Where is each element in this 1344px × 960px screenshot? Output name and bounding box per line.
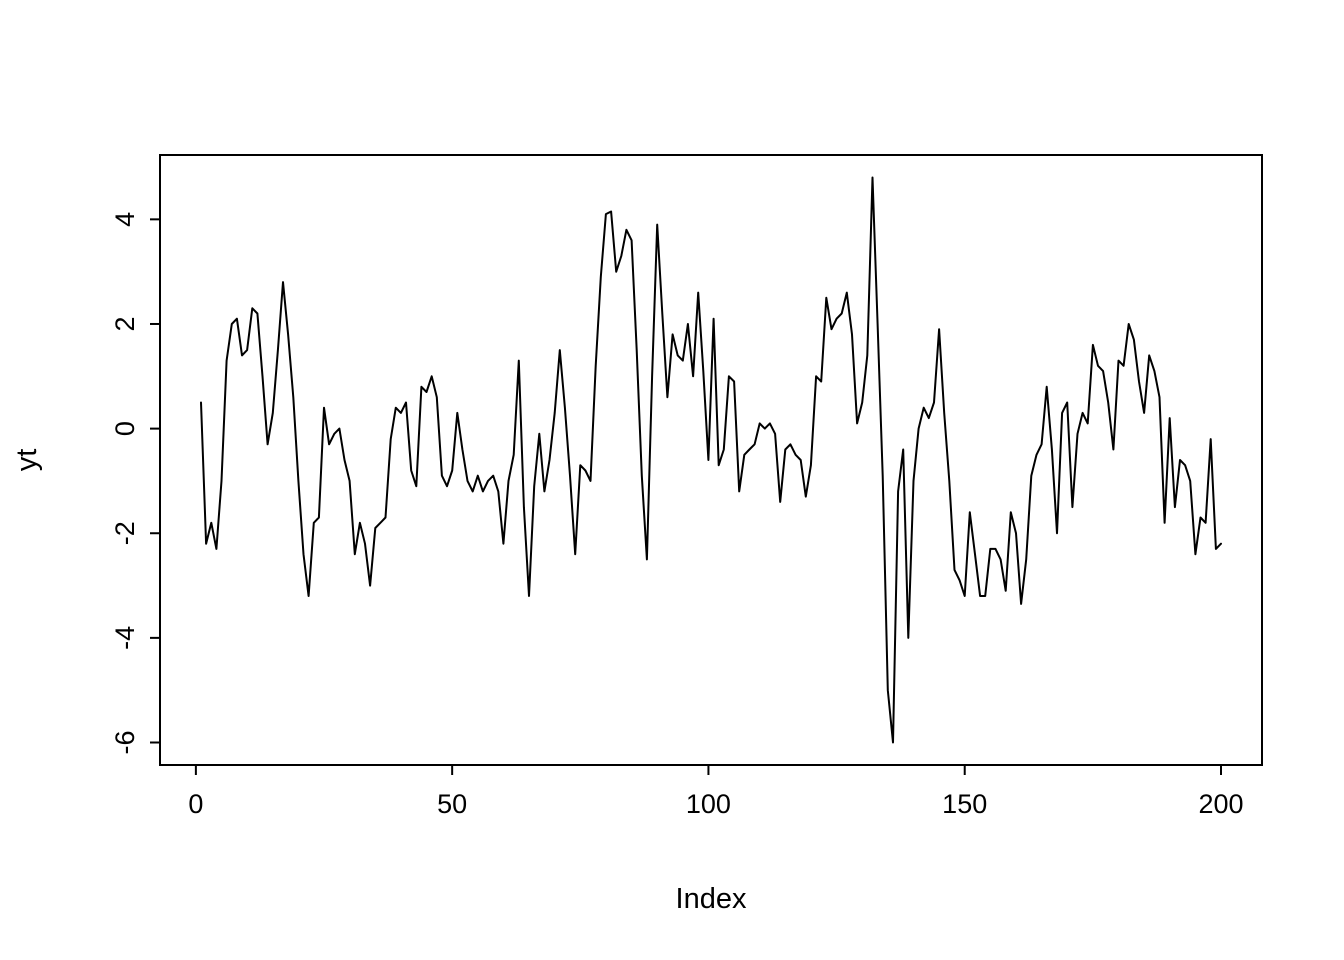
- plot-border: [159, 154, 1263, 766]
- x-axis-title: Index: [676, 883, 747, 915]
- y-axis-tick-label: 0: [110, 421, 140, 436]
- y-axis-tick-label: -6: [110, 730, 140, 754]
- x-axis-tick-label: 50: [437, 789, 467, 819]
- x-axis-tick-label: 0: [188, 789, 203, 819]
- x-axis-tick-label: 100: [686, 789, 731, 819]
- y-axis-title: yt: [11, 449, 43, 472]
- x-axis-tick-label: 150: [942, 789, 987, 819]
- y-axis-tick-label: -2: [110, 521, 140, 545]
- y-axis-tick-label: -4: [110, 626, 140, 650]
- x-axis-tick-label: 200: [1198, 789, 1243, 819]
- series-line: [200, 176, 1222, 744]
- y-axis-tick-label: 4: [110, 212, 140, 227]
- y-axis-tick-label: 2: [110, 316, 140, 331]
